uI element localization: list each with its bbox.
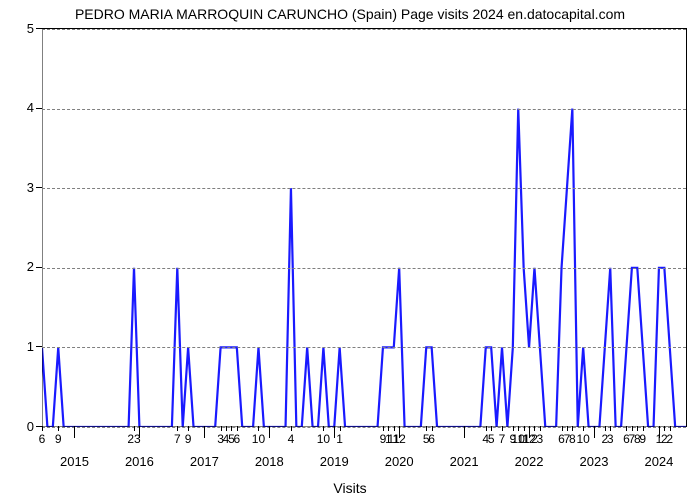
x-tick-label-minor: 10 <box>317 432 330 446</box>
x-tick-minor <box>643 426 644 431</box>
x-tick-label-minor: 7 <box>174 432 181 446</box>
x-tick-minor <box>42 426 43 431</box>
x-tick-major <box>659 426 660 438</box>
x-tick-major <box>204 426 205 438</box>
x-tick-label-minor: 5 <box>488 432 495 446</box>
x-tick-label-year: 2023 <box>580 454 609 469</box>
x-tick-minor <box>340 426 341 431</box>
x-tick-minor <box>610 426 611 431</box>
x-tick-major <box>399 426 400 438</box>
visits-line-series <box>42 29 686 427</box>
x-tick-label-year: 2016 <box>125 454 154 469</box>
x-tick-minor <box>221 426 222 431</box>
x-tick-minor <box>583 426 584 431</box>
gridline <box>42 29 686 30</box>
x-tick-label-year: 2018 <box>255 454 284 469</box>
y-tick-label: 5 <box>27 21 34 36</box>
x-tick-major <box>74 426 75 438</box>
x-tick-label-minor: 9 <box>185 432 192 446</box>
y-tick <box>36 267 42 268</box>
x-tick-label-year: 2024 <box>644 454 673 469</box>
x-tick-label-minor: 8 <box>569 432 576 446</box>
x-tick-minor <box>534 426 535 431</box>
x-tick-label-minor: 9 <box>55 432 62 446</box>
x-tick-minor <box>383 426 384 431</box>
chart-container: PEDRO MARIA MARROQUIN CARUNCHO (Spain) P… <box>0 0 700 500</box>
x-tick-minor <box>572 426 573 431</box>
x-tick-label-year: 2020 <box>385 454 414 469</box>
x-tick-label-minor: 3 <box>607 432 614 446</box>
x-tick-label-minor: 10 <box>576 432 589 446</box>
x-tick-minor <box>226 426 227 431</box>
x-tick-label-minor: 10 <box>252 432 265 446</box>
x-tick-minor <box>394 426 395 431</box>
y-tick <box>36 108 42 109</box>
x-tick-minor <box>58 426 59 431</box>
x-tick-minor <box>426 426 427 431</box>
x-tick-label-minor: 4 <box>288 432 295 446</box>
x-tick-minor <box>237 426 238 431</box>
x-tick-major <box>139 426 140 438</box>
x-tick-minor <box>491 426 492 431</box>
y-tick-label: 2 <box>27 259 34 274</box>
x-tick-major <box>464 426 465 438</box>
x-tick-minor <box>188 426 189 431</box>
x-tick-minor <box>670 426 671 431</box>
gridline <box>42 109 686 110</box>
x-tick-minor <box>486 426 487 431</box>
x-tick-minor <box>637 426 638 431</box>
x-tick-label-minor: 6 <box>233 432 240 446</box>
x-tick-label-minor: 3 <box>537 432 544 446</box>
x-tick-minor <box>388 426 389 431</box>
y-tick <box>36 187 42 188</box>
x-axis-title: Visits <box>0 480 700 496</box>
x-tick-minor <box>291 426 292 431</box>
x-tick-minor <box>513 426 514 431</box>
x-tick-minor <box>231 426 232 431</box>
x-tick-major <box>529 426 530 438</box>
y-tick-label: 4 <box>27 100 34 115</box>
x-tick-minor <box>626 426 627 431</box>
x-tick-minor <box>605 426 606 431</box>
x-tick-label-minor: 2 <box>666 432 673 446</box>
gridline <box>42 188 686 189</box>
x-tick-minor <box>518 426 519 431</box>
x-tick-label-minor: 9 <box>639 432 646 446</box>
x-tick-label-minor: 6 <box>428 432 435 446</box>
x-tick-major <box>334 426 335 438</box>
x-tick-major <box>594 426 595 438</box>
x-tick-label-minor: 6 <box>39 432 46 446</box>
x-tick-minor <box>323 426 324 431</box>
x-tick-label-year: 2019 <box>320 454 349 469</box>
x-tick-label-year: 2022 <box>515 454 544 469</box>
y-tick <box>36 346 42 347</box>
gridline <box>42 268 686 269</box>
chart-title: PEDRO MARIA MARROQUIN CARUNCHO (Spain) P… <box>0 6 700 22</box>
x-tick-minor <box>177 426 178 431</box>
x-tick-label-year: 2017 <box>190 454 219 469</box>
x-tick-label-minor: 1 <box>336 432 343 446</box>
x-tick-minor <box>258 426 259 431</box>
y-tick-label: 1 <box>27 339 34 354</box>
x-tick-minor <box>562 426 563 431</box>
y-tick-label: 0 <box>27 419 34 434</box>
gridline <box>42 347 686 348</box>
x-tick-minor <box>134 426 135 431</box>
x-tick-label-minor: 7 <box>499 432 506 446</box>
x-tick-label-year: 2021 <box>450 454 479 469</box>
x-tick-label-year: 2015 <box>60 454 89 469</box>
y-tick <box>36 28 42 29</box>
x-tick-minor <box>432 426 433 431</box>
x-tick-minor <box>502 426 503 431</box>
x-tick-minor <box>524 426 525 431</box>
x-tick-minor <box>567 426 568 431</box>
x-tick-minor <box>632 426 633 431</box>
x-tick-minor <box>540 426 541 431</box>
x-tick-major <box>269 426 270 438</box>
y-tick-label: 3 <box>27 180 34 195</box>
x-tick-minor <box>664 426 665 431</box>
plot-area <box>42 28 687 427</box>
